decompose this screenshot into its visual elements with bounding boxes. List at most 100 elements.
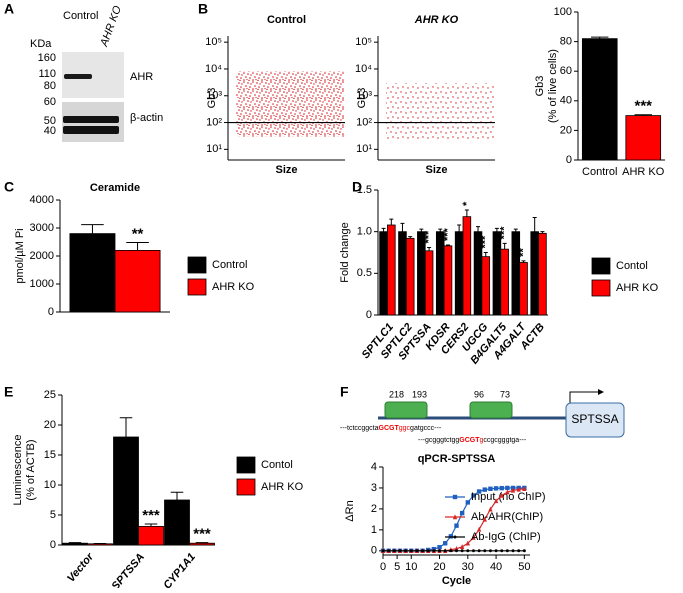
y-tick-label: 0 xyxy=(566,154,572,166)
significance: *** xyxy=(193,526,211,543)
seq-part: gatgccc--- xyxy=(410,425,442,432)
point xyxy=(444,549,447,552)
bar xyxy=(165,500,190,545)
error-bar xyxy=(427,248,431,251)
tss-arrow xyxy=(570,392,598,403)
point xyxy=(410,549,413,552)
region xyxy=(385,402,427,418)
y-tick-label: 10⁴ xyxy=(205,63,222,75)
error-bar xyxy=(400,223,404,231)
bar xyxy=(115,250,160,312)
bar xyxy=(493,232,501,315)
error-bar xyxy=(81,225,104,234)
y-axis-label: Gb3 xyxy=(534,76,546,97)
legend-swatch xyxy=(188,279,206,295)
y-tick-label: 0 xyxy=(371,545,377,557)
point xyxy=(449,549,452,552)
x-tick-label: 20 xyxy=(433,561,445,573)
y-tick-label: 60 xyxy=(560,65,572,77)
sequence: ---tctccggctaGCGTggcgatgccc--- xyxy=(340,425,442,432)
legend-swatch xyxy=(592,258,610,274)
error-bar xyxy=(126,243,149,251)
bar xyxy=(114,437,139,545)
bar xyxy=(406,238,414,315)
gene-label: SPTSSA xyxy=(571,412,618,426)
y-tick-label: 4000 xyxy=(30,194,54,206)
y-tick-label: 3000 xyxy=(30,222,54,234)
bar xyxy=(520,263,528,316)
error-bar xyxy=(465,210,469,217)
point xyxy=(461,549,464,552)
error-bar xyxy=(382,228,386,231)
point xyxy=(449,534,453,538)
seq-part: ---tctccggcta xyxy=(340,425,379,432)
point xyxy=(453,495,457,499)
y-tick-label: 1.5 xyxy=(357,184,372,196)
legend-swatch xyxy=(237,479,255,495)
y-tick-label: 0 xyxy=(366,309,372,321)
significance: *** xyxy=(480,235,492,249)
y-tick-label: 4 xyxy=(371,461,377,473)
point xyxy=(500,549,503,552)
panel-label: B xyxy=(198,1,208,17)
chart-title: AHR KO xyxy=(414,14,459,26)
bar xyxy=(436,232,444,315)
bar xyxy=(380,232,388,315)
promoter-diagram: 218 193 96 73 SPTSSA ---tctccggctaGCGTgg… xyxy=(340,389,624,444)
legend-label: AHR KO xyxy=(212,281,255,293)
point xyxy=(472,549,475,552)
seq-part: GCGT xyxy=(379,425,400,432)
marker: 40 xyxy=(44,125,56,137)
y-axis-label: ΔRn xyxy=(344,500,356,521)
y-axis-label: Fold change xyxy=(339,222,351,283)
region-start: 96 xyxy=(474,389,484,399)
cell-cloud xyxy=(236,72,344,137)
y-tick-label: 1.0 xyxy=(357,226,372,238)
point xyxy=(404,549,407,552)
point xyxy=(432,549,435,552)
y-tick-label: 100 xyxy=(554,6,572,18)
x-tick-label: 5 xyxy=(394,561,400,573)
marker: 110 xyxy=(38,68,56,80)
blot: KDa Control AHR KO 160 110 80 60 50 40 A… xyxy=(30,4,163,142)
marker: 80 xyxy=(44,80,56,92)
bar xyxy=(531,232,539,315)
point xyxy=(466,500,470,504)
error-bar xyxy=(503,243,507,249)
point xyxy=(415,549,418,552)
bar xyxy=(482,257,490,315)
seq-part: GCGT xyxy=(459,437,480,444)
error-bar xyxy=(484,253,488,257)
marker: 160 xyxy=(38,52,56,64)
y-tick-label: 1 xyxy=(371,524,377,536)
marker: 60 xyxy=(44,96,56,108)
bar xyxy=(139,526,164,545)
point xyxy=(517,549,520,552)
point xyxy=(454,523,458,527)
legend-label: Contol xyxy=(261,459,293,471)
point xyxy=(455,549,458,552)
error-bar xyxy=(533,218,537,232)
bar xyxy=(626,116,661,160)
significance: *** xyxy=(634,98,652,115)
y-tick-label: 10² xyxy=(206,116,222,128)
error-bar xyxy=(120,418,132,437)
significance: *** xyxy=(423,230,435,244)
significance: *** xyxy=(499,226,511,240)
x-axis-label: Size xyxy=(275,164,297,176)
seq-part: ccgcgggtga--- xyxy=(483,437,526,444)
y-tick-label: 0 xyxy=(48,306,54,318)
legend-label: Control xyxy=(212,259,247,271)
bar xyxy=(539,233,547,315)
legend-label: Ab-IgG (ChIP) xyxy=(471,531,541,543)
y-tick-label: 0 xyxy=(50,539,56,551)
significance: ** xyxy=(517,248,529,257)
chart-title: Control xyxy=(267,14,306,26)
y-tick-label: 2000 xyxy=(30,250,54,262)
bar xyxy=(463,217,471,315)
x-axis-label: Size xyxy=(425,164,447,176)
significance: *** xyxy=(142,507,160,524)
y-axis-label: Gb3 xyxy=(356,88,368,109)
